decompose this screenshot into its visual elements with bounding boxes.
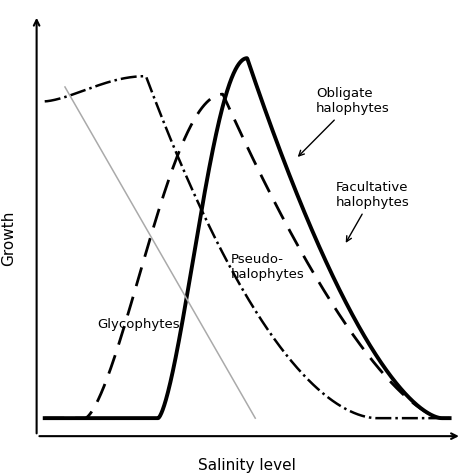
Text: Facultative
halophytes: Facultative halophytes (336, 181, 410, 242)
Text: Salinity level: Salinity level (198, 458, 296, 473)
Text: Obligate
halophytes: Obligate halophytes (299, 87, 390, 156)
Text: Growth: Growth (1, 210, 16, 266)
Text: Pseudo-
halophytes: Pseudo- halophytes (231, 253, 305, 281)
Text: Glycophytes: Glycophytes (97, 318, 180, 331)
